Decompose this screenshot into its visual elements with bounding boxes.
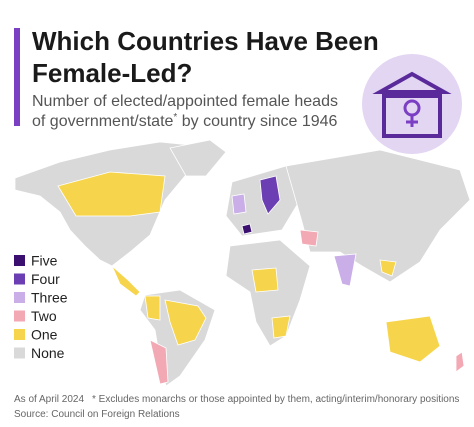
legend-swatch (14, 329, 25, 340)
country-region (271, 315, 291, 339)
footer-source: Source: Council on Foreign Relations (14, 409, 180, 420)
legend-label: Two (31, 308, 57, 324)
legend-label: Five (31, 253, 58, 269)
subtitle-part: by country since 1946 (177, 113, 337, 130)
country-region (299, 229, 319, 247)
footer-note: * Excludes monarchs or those appointed b… (92, 394, 459, 405)
country-region (225, 239, 311, 347)
footer-date: As of April 2024 (14, 394, 84, 405)
country-region (231, 193, 247, 215)
icon (362, 54, 462, 154)
country-region (241, 223, 253, 235)
country-region (149, 339, 169, 385)
legend-swatch (14, 292, 25, 303)
country-region (455, 351, 465, 373)
legend-label: Three (31, 290, 68, 306)
subtitle: of government/state* by country since 19… (32, 112, 338, 130)
subtitle-part: of government/state (32, 113, 174, 130)
country-region (385, 315, 441, 363)
world-map (14, 139, 471, 387)
country-region (285, 149, 471, 283)
legend-swatch (14, 273, 25, 285)
icon-circle (362, 54, 462, 154)
country-region (251, 267, 279, 293)
country-region (259, 175, 281, 215)
legend-swatch (14, 347, 25, 359)
accent-bar (14, 28, 20, 126)
legend-swatch (14, 255, 25, 266)
title-line: Female-Led? (32, 58, 192, 88)
legend-swatch (14, 310, 25, 322)
country-region (144, 295, 161, 321)
country-region (164, 299, 207, 346)
icon-symbol (406, 115, 418, 127)
icon-roof (372, 71, 452, 94)
legend: Five Four Three Two One None (14, 253, 68, 361)
legend-label: One (31, 327, 58, 343)
country-region (169, 139, 227, 177)
legend-label: None (31, 345, 65, 361)
subtitle: Number of elected/appointed female heads (32, 93, 338, 110)
country-region (57, 171, 166, 217)
subtitle-mark: * (173, 112, 177, 123)
title-line: Which Countries Have Been (32, 26, 379, 56)
legend-label: Four (31, 271, 60, 287)
country-region (333, 253, 357, 287)
country-region (379, 259, 397, 277)
country-region (111, 265, 141, 297)
icon-body (382, 94, 442, 138)
